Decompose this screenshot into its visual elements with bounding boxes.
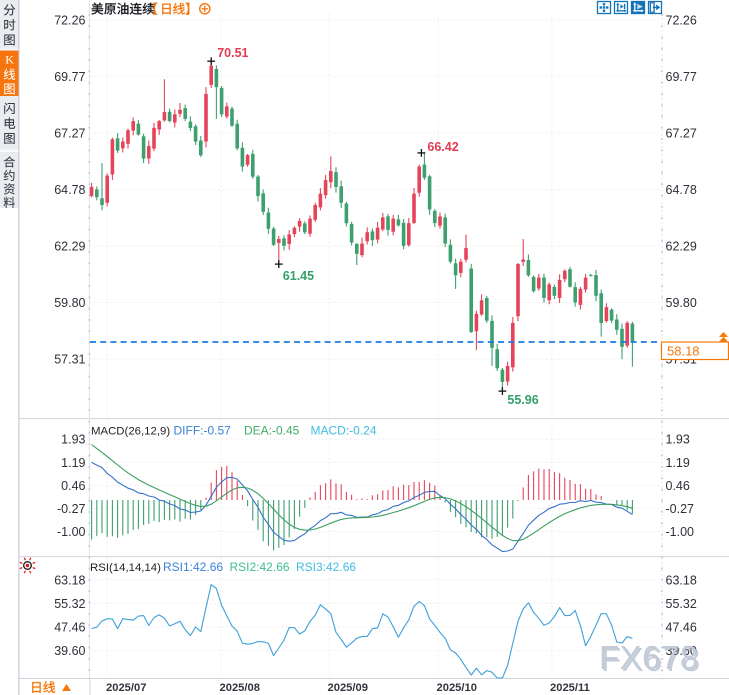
svg-text:K: K	[5, 53, 14, 67]
svg-text:67.27: 67.27	[54, 127, 85, 141]
svg-text:0.46: 0.46	[61, 479, 85, 493]
svg-text:69.77: 69.77	[666, 70, 697, 84]
svg-text:61.45: 61.45	[283, 269, 314, 283]
svg-text:64.78: 64.78	[54, 183, 85, 197]
svg-text:RSI3:42.66: RSI3:42.66	[296, 560, 356, 574]
svg-text:55.96: 55.96	[507, 393, 538, 407]
svg-text:69.77: 69.77	[54, 70, 85, 84]
svg-text:FX678: FX678	[601, 641, 701, 678]
svg-text:2025/10: 2025/10	[437, 682, 477, 694]
svg-text:RSI(14,14,14): RSI(14,14,14)	[90, 562, 161, 574]
svg-text:MACD:-0.24: MACD:-0.24	[311, 424, 377, 438]
svg-text:47.46: 47.46	[666, 621, 697, 635]
svg-text:2025/09: 2025/09	[328, 682, 368, 694]
svg-text:1.19: 1.19	[61, 456, 85, 470]
svg-text:63.18: 63.18	[666, 573, 697, 587]
svg-text:1.19: 1.19	[666, 456, 690, 470]
svg-text:57.31: 57.31	[54, 353, 85, 367]
svg-text:-0.27: -0.27	[666, 502, 695, 516]
svg-text:39.60: 39.60	[666, 644, 697, 658]
svg-text:55.32: 55.32	[666, 597, 697, 611]
svg-text:FX678: FX678	[599, 639, 699, 676]
svg-text:2025/07: 2025/07	[106, 682, 146, 694]
svg-text:62.29: 62.29	[666, 240, 697, 254]
svg-text:59.80: 59.80	[54, 296, 85, 310]
svg-text:0.46: 0.46	[666, 479, 690, 493]
svg-text:59.80: 59.80	[666, 296, 697, 310]
svg-text:64.78: 64.78	[666, 183, 697, 197]
svg-text:55.32: 55.32	[54, 597, 85, 611]
svg-text:72.26: 72.26	[666, 14, 697, 28]
svg-text:58.18: 58.18	[667, 344, 700, 359]
svg-text:1.93: 1.93	[666, 433, 690, 447]
svg-text:MACD(26,12,9): MACD(26,12,9)	[91, 426, 170, 438]
svg-text:1.93: 1.93	[61, 433, 85, 447]
svg-text:62.29: 62.29	[54, 240, 85, 254]
svg-text:RSI1:42.66: RSI1:42.66	[163, 560, 223, 574]
svg-text:DEA:-0.45: DEA:-0.45	[244, 424, 300, 438]
svg-text:39.60: 39.60	[54, 644, 85, 658]
svg-text:70.51: 70.51	[217, 46, 248, 60]
svg-text:RSI2:42.66: RSI2:42.66	[230, 560, 290, 574]
svg-text:63.18: 63.18	[54, 573, 85, 587]
svg-text:67.27: 67.27	[666, 127, 697, 141]
svg-text:DIFF:-0.57: DIFF:-0.57	[174, 424, 232, 438]
svg-text:2025/08: 2025/08	[220, 682, 260, 694]
svg-text:-1.00: -1.00	[666, 525, 695, 539]
svg-text:2025/11: 2025/11	[550, 682, 590, 694]
svg-text:47.46: 47.46	[54, 621, 85, 635]
svg-text:-0.27: -0.27	[57, 502, 86, 516]
svg-text:72.26: 72.26	[54, 14, 85, 28]
svg-text:66.42: 66.42	[427, 140, 458, 154]
svg-text:-1.00: -1.00	[57, 525, 86, 539]
